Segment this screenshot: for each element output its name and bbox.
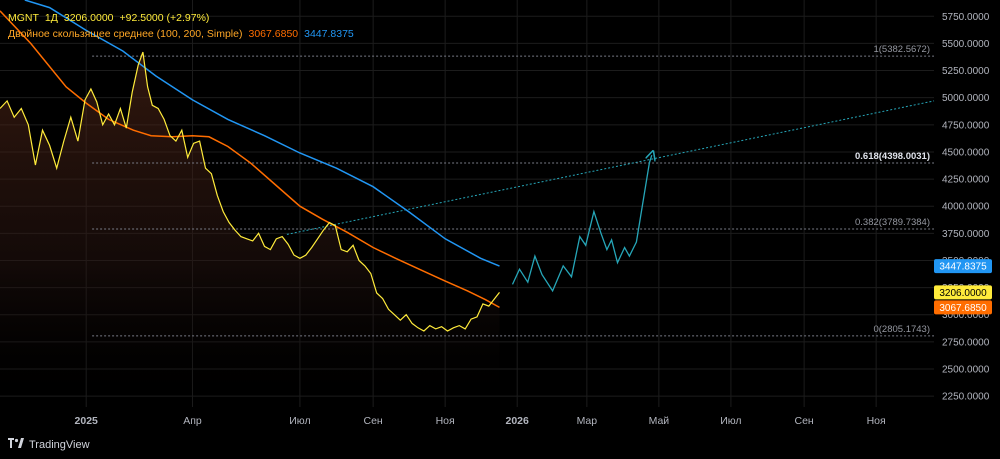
y-tick-label: 4500.0000	[942, 147, 990, 158]
fib-label: 1(5382.5672)	[873, 44, 930, 55]
price-badge	[934, 259, 992, 274]
x-tick-label: Апр	[183, 415, 202, 427]
ma100-value: 3067.6850	[248, 28, 299, 40]
price-badge	[934, 285, 992, 300]
price-badge-label: 3067.6850	[939, 303, 987, 314]
interval[interactable]: 1Д	[44, 12, 58, 24]
y-tick-label: 5000.0000	[942, 93, 990, 104]
brand-name: TradingView	[29, 438, 90, 451]
y-tick-label: 2250.0000	[942, 392, 990, 403]
ma200-value: 3447.8375	[304, 28, 354, 40]
y-tick-label: 4750.0000	[942, 120, 990, 131]
price-change: +92.5000 (+2.97%)	[119, 12, 210, 24]
price-badge-label: 3206.0000	[939, 288, 987, 299]
fib-label: 0.618(4398.0031)	[855, 151, 930, 162]
x-tick-label: Ноя	[867, 415, 886, 427]
price-line	[0, 51, 500, 332]
tradingview-brand[interactable]: TradingView	[8, 438, 90, 451]
x-tick-label: Мар	[577, 415, 598, 427]
ma200-line	[24, 0, 500, 267]
symbol[interactable]: MGNT	[8, 12, 39, 24]
x-tick-label: 2026	[506, 415, 530, 427]
y-tick-label: 2500.0000	[942, 365, 990, 376]
price-area-fill	[0, 52, 500, 407]
symbol-row: MGNT 1Д 3206.0000 +92.5000 (+2.97%)	[8, 10, 354, 26]
chart-legend: MGNT 1Д 3206.0000 +92.5000 (+2.97%) Двойное…	[8, 10, 354, 42]
x-tick-label: Ноя	[436, 415, 455, 427]
x-tick-label: Май	[649, 415, 670, 427]
x-tick-label: Сен	[364, 415, 383, 427]
y-tick-label: 5250.0000	[942, 66, 990, 77]
y-tick-label: 4250.0000	[942, 175, 990, 186]
tradingview-logo-icon	[8, 438, 24, 451]
price-badge-label: 3447.8375	[939, 262, 987, 273]
fib-label: 0.382(3789.7384)	[855, 217, 930, 228]
y-tick-label: 2750.0000	[942, 337, 990, 348]
ma100-line	[0, 10, 500, 309]
last-price: 3206.0000	[63, 12, 114, 24]
indicator-name[interactable]: Двойное скользящее среднее (100, 200, Si…	[8, 28, 243, 40]
x-tick-label: 2025	[75, 415, 99, 427]
fibonacci-levels[interactable]: 1(5382.5672) 0.618(4398.0031) 0.382(3789.7…	[92, 44, 934, 337]
x-tick-label: Июл	[289, 415, 310, 427]
y-tick-label: 4000.0000	[942, 202, 990, 213]
y-tick-label: 5750.0000	[942, 12, 990, 23]
time-axis[interactable]: 2025 Апр Июл Сен Ноя 2026 Мар Май Июл Сен Ноя	[75, 415, 886, 427]
fib-label: 0(2805.1743)	[873, 324, 930, 335]
price-axis[interactable]: 5750.0000 5500.0000 5250.0000 5000.0000 4750…	[942, 12, 990, 403]
indicator-row: Двойное скользящее среднее (100, 200, Si…	[8, 26, 354, 42]
y-tick-label: 3000.0000	[942, 310, 990, 321]
x-tick-label: Июл	[720, 415, 741, 427]
x-tick-label: Сен	[794, 415, 813, 427]
price-badge	[934, 300, 992, 315]
projection-path[interactable]	[511, 155, 652, 293]
y-tick-label: 3750.0000	[942, 229, 990, 240]
price-axis-labels: 3447.8375 3206.0000 3067.6850	[934, 259, 992, 315]
y-tick-label: 5500.0000	[942, 39, 990, 50]
